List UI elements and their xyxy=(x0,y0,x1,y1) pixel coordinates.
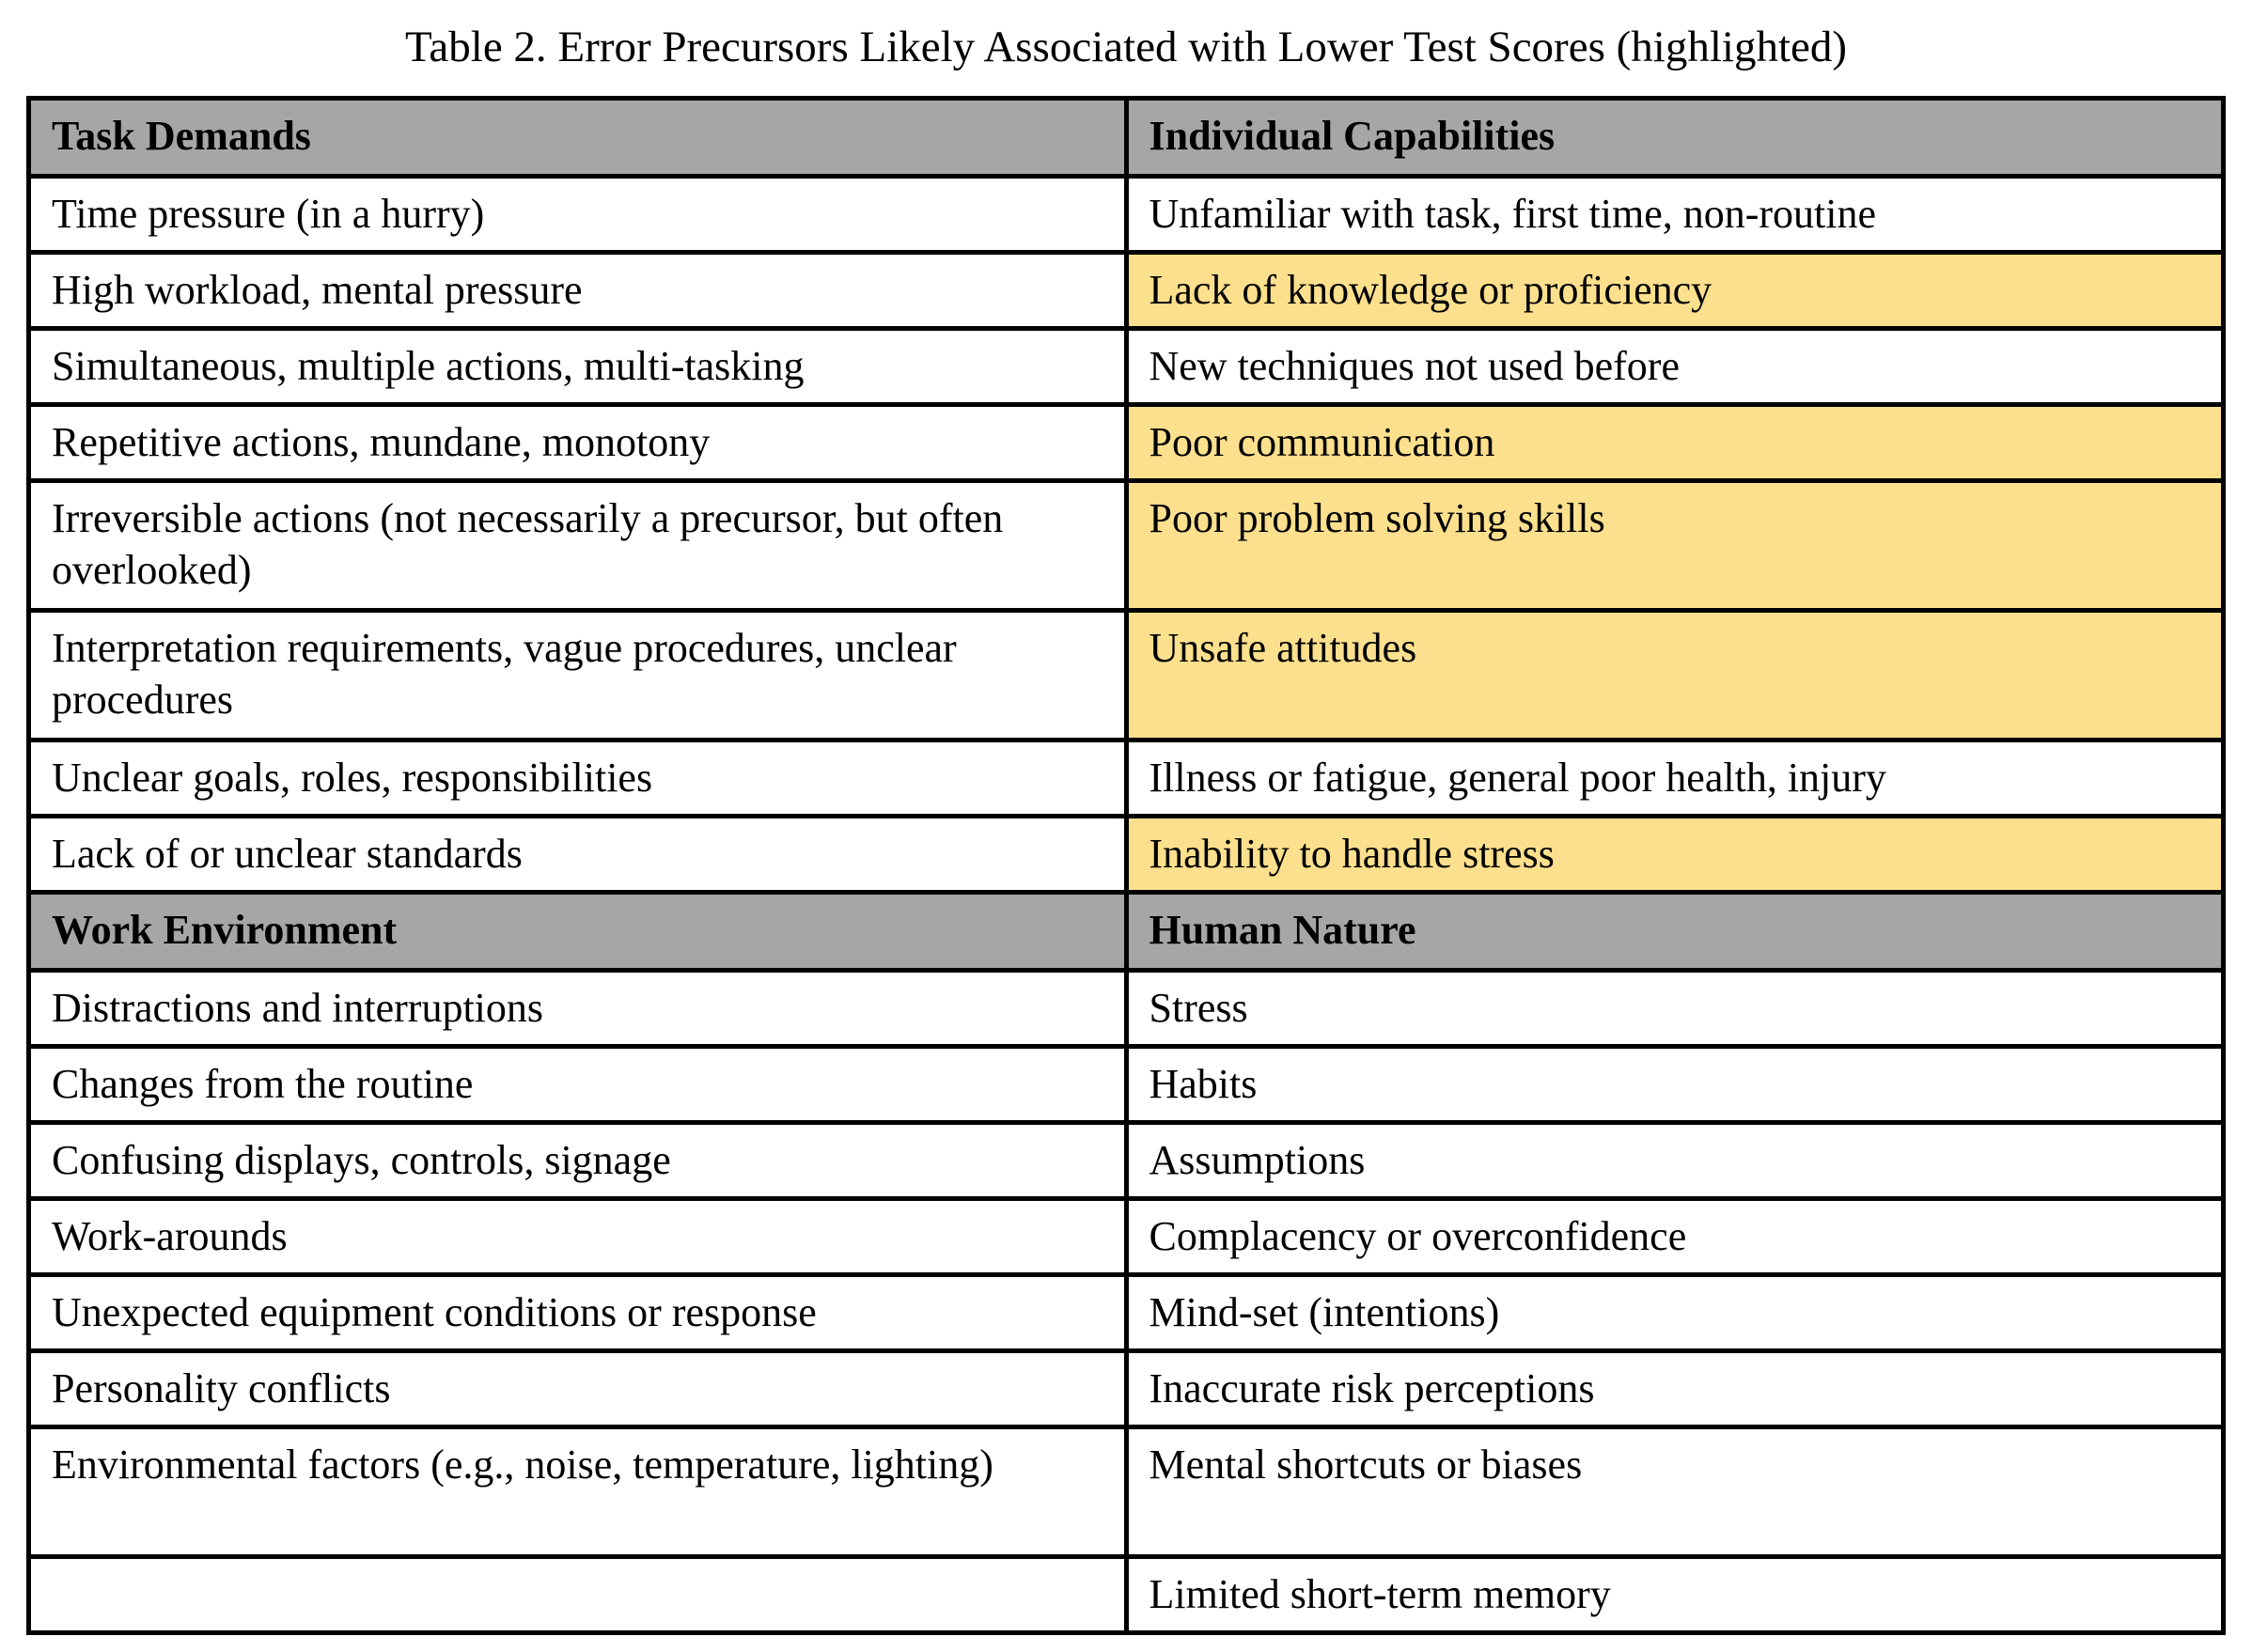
section-header-row: Work Environment Human Nature xyxy=(26,890,2226,974)
table-cell: Personality conflicts xyxy=(26,1348,1129,1430)
column-header: Individual Capabilities xyxy=(1123,96,2226,179)
table-cell: Distractions and interruptions xyxy=(26,968,1129,1050)
table-row: Irreversible actions (not necessarily a … xyxy=(26,478,2226,614)
table-cell: Simultaneous, multiple actions, multi-ta… xyxy=(26,326,1129,408)
error-precursors-table: Task Demands Individual Capabilities Time … xyxy=(26,96,2226,1636)
table-body: Task Demands Individual Capabilities Time … xyxy=(26,96,2226,1636)
table-row: High workload, mental pressure Lack of kn… xyxy=(26,250,2226,332)
table-cell: Unfamiliar with task, first time, non-ro… xyxy=(1123,174,2226,256)
table-cell: Changes from the routine xyxy=(26,1044,1129,1126)
table-cell: Interpretation requirements, vague proce… xyxy=(26,608,1129,743)
table-cell: Illness or fatigue, general poor health,… xyxy=(1123,738,2226,819)
table-cell: High workload, mental pressure xyxy=(26,250,1129,332)
column-header: Human Nature xyxy=(1123,890,2226,974)
table-cell: Irreversible actions (not necessarily a … xyxy=(26,478,1129,614)
table-cell: Unexpected equipment conditions or respo… xyxy=(26,1272,1129,1354)
table-cell: Environmental factors (e.g., noise, temp… xyxy=(26,1425,1129,1560)
table-row: Personality conflicts Inaccurate risk per… xyxy=(26,1348,2226,1430)
table-cell: Inaccurate risk perceptions xyxy=(1123,1348,2226,1430)
table-row: Simultaneous, multiple actions, multi-ta… xyxy=(26,326,2226,408)
table-cell: Poor communication xyxy=(1123,402,2226,484)
table-cell: Limited short-term memory xyxy=(1123,1554,2226,1636)
table-cell: Lack of knowledge or proficiency xyxy=(1123,250,2226,332)
table-row: Time pressure (in a hurry) Unfamiliar wit… xyxy=(26,174,2226,256)
table-cell: Mental shortcuts or biases xyxy=(1123,1425,2226,1560)
column-header: Task Demands xyxy=(26,96,1129,179)
table-cell: Work-arounds xyxy=(26,1196,1129,1278)
table-row: Repetitive actions, mundane, monotony Poo… xyxy=(26,402,2226,484)
table-cell: Repetitive actions, mundane, monotony xyxy=(26,402,1129,484)
table-cell: Stress xyxy=(1123,968,2226,1050)
table-row: Confusing displays, controls, signage Ass… xyxy=(26,1120,2226,1202)
table-cell xyxy=(26,1554,1129,1636)
table-row: Limited short-term memory xyxy=(26,1554,2226,1636)
table-cell: Poor problem solving skills xyxy=(1123,478,2226,614)
table-row: Environmental factors (e.g., noise, temp… xyxy=(26,1425,2226,1560)
table-row: Unexpected equipment conditions or respo… xyxy=(26,1272,2226,1354)
table-cell: Unclear goals, roles, responsibilities xyxy=(26,738,1129,819)
table-row: Distractions and interruptions Stress xyxy=(26,968,2226,1050)
column-header: Work Environment xyxy=(26,890,1129,974)
table-cell: Confusing displays, controls, signage xyxy=(26,1120,1129,1202)
table-cell: Assumptions xyxy=(1123,1120,2226,1202)
table-cell: New techniques not used before xyxy=(1123,326,2226,408)
table-cell: Lack of or unclear standards xyxy=(26,814,1129,896)
table-row: Unclear goals, roles, responsibilities Il… xyxy=(26,738,2226,819)
table-cell: Time pressure (in a hurry) xyxy=(26,174,1129,256)
table-cell: Unsafe attitudes xyxy=(1123,608,2226,743)
table-cell: Inability to handle stress xyxy=(1123,814,2226,896)
table-cell: Complacency or overconfidence xyxy=(1123,1196,2226,1278)
table-row: Lack of or unclear standards Inability to… xyxy=(26,814,2226,896)
table-cell: Mind-set (intentions) xyxy=(1123,1272,2226,1354)
table-caption: Table 2. Error Precursors Likely Associa… xyxy=(404,23,1848,71)
table-row: Work-arounds Complacency or overconfidenc… xyxy=(26,1196,2226,1278)
table-row: Interpretation requirements, vague proce… xyxy=(26,608,2226,743)
table-row: Changes from the routine Habits xyxy=(26,1044,2226,1126)
section-header-row: Task Demands Individual Capabilities xyxy=(26,96,2226,179)
table-cell: Habits xyxy=(1123,1044,2226,1126)
